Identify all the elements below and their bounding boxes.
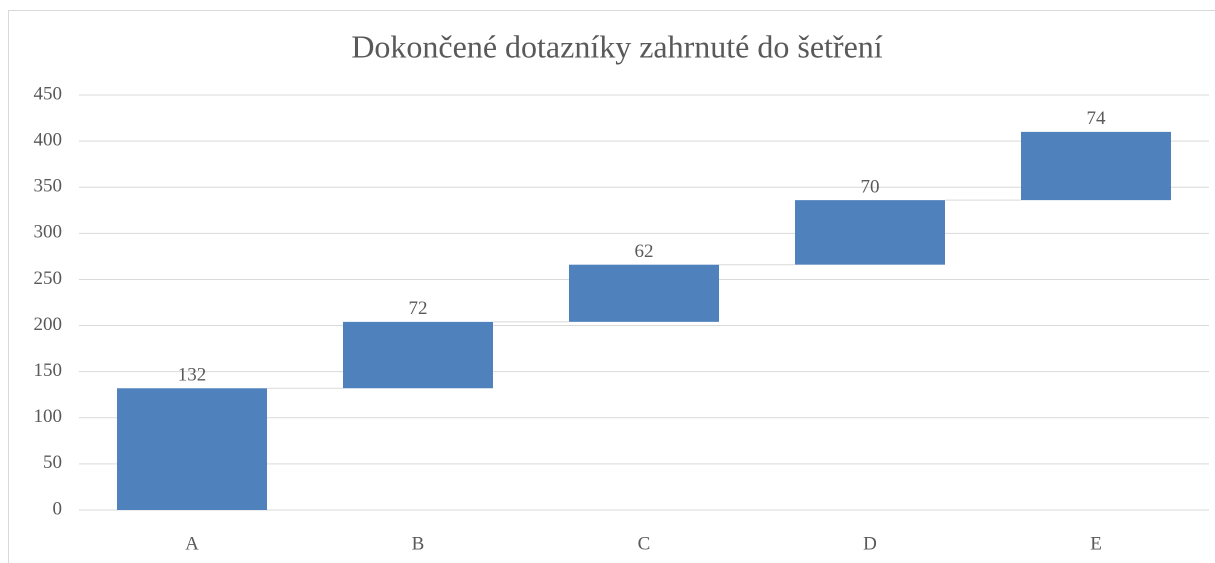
data-label: 132	[178, 365, 207, 386]
bar	[795, 200, 945, 265]
data-label: 62	[635, 241, 654, 262]
bar	[343, 321, 493, 389]
x-tick-label: C	[638, 533, 651, 554]
y-tick-label: 300	[34, 222, 63, 243]
y-tick-label: 350	[34, 176, 63, 197]
y-tick-label: 200	[34, 314, 63, 335]
x-tick-label: E	[1090, 533, 1102, 554]
data-label: 70	[861, 176, 880, 197]
data-label: 74	[1087, 108, 1107, 129]
chart-title: Dokončené dotazníky zahrnuté do šetření	[351, 28, 882, 64]
y-tick-label: 50	[43, 452, 62, 473]
y-tick-label: 100	[34, 406, 63, 427]
bar	[1021, 131, 1171, 201]
x-tick-label: B	[412, 533, 425, 554]
y-tick-label: 150	[34, 360, 63, 381]
y-tick-label: 250	[34, 268, 63, 289]
data-label: 72	[409, 298, 428, 319]
x-tick-label: A	[185, 533, 199, 554]
bar	[117, 388, 267, 510]
bar	[569, 264, 719, 322]
y-tick-label: 400	[34, 129, 63, 150]
y-tick-label: 0	[53, 498, 63, 519]
y-tick-label: 450	[34, 83, 63, 104]
x-tick-label: D	[863, 533, 877, 554]
